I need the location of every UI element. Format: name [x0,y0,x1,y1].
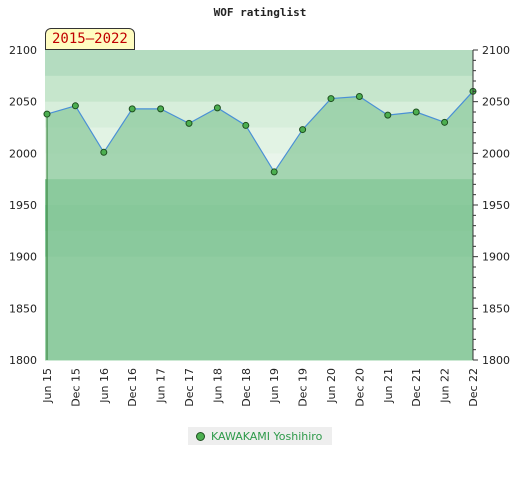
data-point [299,126,307,134]
x-tick-label: Dec 21 [410,368,423,407]
x-tick-label: Jun 15 [41,368,54,404]
x-tick-label: Dec 16 [126,368,139,407]
x-tick-label: Dec 19 [297,368,310,407]
data-point [43,110,51,118]
y-tick-label-left: 1950 [9,199,37,212]
background-band [45,50,473,77]
background-band [45,75,473,103]
y-tick-label-right: 2050 [482,96,510,109]
y-tick-label-left: 1900 [9,251,37,264]
x-tick-label: Dec 22 [467,368,480,407]
marker-layer [43,87,477,176]
y-tick-label-left: 1800 [9,354,37,367]
data-point [355,93,363,100]
x-axis: Jun 15 Dec 15 Jun 16 Dec 16 Jun 17 Dec 17 Jun … [41,368,480,407]
x-tick-label: Jun 16 [98,368,111,404]
y-tick-label-right: 2000 [482,147,510,160]
x-tick-label: Dec 15 [69,368,82,407]
legend-marker-icon [196,431,205,441]
y-tick-label-right: 1850 [482,302,510,315]
data-point [213,104,221,112]
series-line [46,90,474,174]
data-point [157,105,165,113]
y-tick-label-right: 2100 [482,44,510,57]
line-layer [46,90,474,174]
y-tick-label-left: 1850 [9,302,37,315]
data-point [128,105,136,113]
data-point [384,111,392,119]
chart-title: WOF ratinglist [213,6,307,19]
y-tick-label-right: 1800 [482,354,510,367]
x-tick-label: Jun 20 [325,368,338,404]
data-point [242,121,250,129]
data-point [412,108,420,116]
x-tick-label: Jun 17 [155,368,168,404]
rating-area [47,91,473,360]
data-point [327,95,335,103]
x-tick-label: Dec 18 [240,368,253,407]
y-tick-label-left: 2050 [9,96,37,109]
y-tick-label-left: 2000 [9,147,37,160]
data-point [185,119,193,127]
right-y-axis: 1800 1850 1900 1950 2000 2050 2100 [472,44,510,367]
x-tick-label: Jun 22 [439,368,452,404]
period-badge: 2015–2022 [45,28,135,50]
data-point [71,102,79,110]
y-tick-label-left: 2100 [9,44,37,57]
x-tick-label: Jun 18 [211,368,224,404]
legend-label: KAWAKAMI Yoshihiro [211,429,323,443]
left-y-axis: 1800 1850 1900 1950 2000 2050 2100 [9,44,37,367]
data-point [270,168,278,176]
y-tick-label-right: 1950 [482,199,510,212]
data-point [100,148,108,156]
x-tick-label: Dec 20 [353,368,366,407]
data-point [441,118,449,126]
x-tick-label: Jun 21 [382,368,395,404]
area-layer [46,91,473,360]
x-tick-label: Jun 19 [268,368,281,404]
y-tick-label-right: 1900 [482,251,510,264]
x-tick-label: Dec 17 [183,368,196,407]
legend[interactable]: KAWAKAMI Yoshihiro [188,427,332,445]
